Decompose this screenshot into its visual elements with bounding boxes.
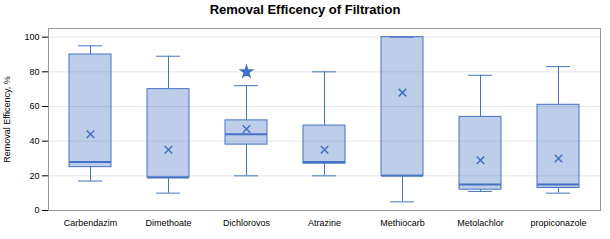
svg-text:Dimethoate: Dimethoate [145,218,191,228]
svg-text:0: 0 [34,205,39,215]
svg-text:Methiocarb: Methiocarb [380,218,425,228]
svg-text:80: 80 [29,67,39,77]
svg-text:Removal Efficency, %: Removal Efficency, % [2,76,12,163]
svg-text:Dichlorovos: Dichlorovos [223,218,271,228]
svg-text:60: 60 [29,101,39,111]
svg-text:propiconazole: propiconazole [530,218,586,228]
svg-text:40: 40 [29,136,39,146]
svg-text:20: 20 [29,171,39,181]
html-text:Removal Efficency of Filtratio: Removal Efficency of Filtration [209,2,401,17]
svg-text:100: 100 [24,32,39,42]
svg-text:Atrazine: Atrazine [308,218,341,228]
svg-text:Metolachlor: Metolachlor [457,218,504,228]
svg-text:Carbendazim: Carbendazim [64,218,118,228]
